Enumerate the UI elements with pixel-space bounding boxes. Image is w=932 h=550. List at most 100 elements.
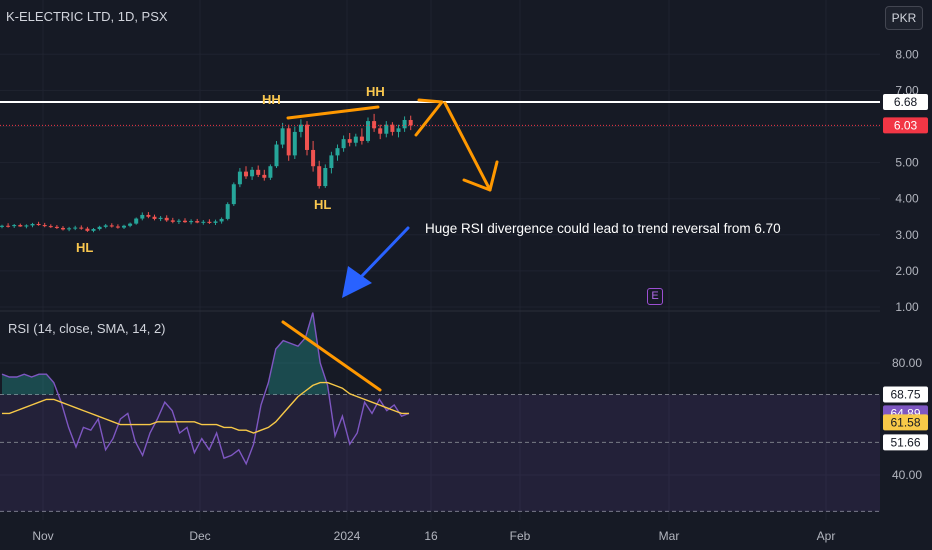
candle-body [122, 225, 126, 228]
rsi-divergence-line[interactable] [281, 320, 382, 392]
rsi-overbought-fill [2, 312, 328, 395]
candle-body [402, 120, 407, 129]
rsi-indicator-title[interactable]: RSI (14, close, SMA, 14, 2) [8, 321, 166, 336]
candle-body [366, 121, 370, 141]
time-tick-label: Nov [32, 529, 53, 543]
candle-body [24, 225, 29, 227]
candle-body [231, 184, 236, 205]
candles [0, 113, 413, 233]
candle-body [6, 225, 11, 227]
candle-body [30, 223, 35, 226]
candle-body [329, 155, 334, 169]
price-tick-label: 2.00 [895, 264, 919, 278]
candle-body [390, 124, 395, 132]
rsi-tick-label: 80.00 [892, 356, 922, 370]
candle-body [152, 216, 157, 219]
symbol-title[interactable]: K-ELECTRIC LTD, 1D, PSX [6, 9, 168, 24]
candle-body [103, 225, 108, 227]
candle-body [201, 221, 206, 223]
price-tick-label: 3.00 [895, 228, 919, 242]
price-axis [880, 0, 932, 550]
candle-body [195, 221, 200, 223]
price-tick-label: 1.00 [895, 300, 919, 314]
candle-body [378, 128, 383, 134]
candle-body [115, 226, 120, 228]
candle-body [256, 169, 261, 175]
currency-button[interactable]: PKR [885, 6, 923, 30]
candle-body [134, 218, 139, 224]
candle-body [396, 128, 401, 132]
candle-body [158, 217, 163, 219]
candle-body [225, 204, 230, 219]
candle-body [305, 124, 309, 150]
rsi-lower-badge: 51.66 [890, 435, 920, 449]
price-tick-label: 8.00 [895, 47, 919, 61]
candle-body [286, 128, 291, 156]
candle-body [317, 166, 322, 187]
pointer-arrow-shaft[interactable] [358, 226, 410, 280]
resistance-badge: 6.68 [894, 95, 918, 109]
candle-body [237, 171, 242, 185]
candle-body [359, 136, 364, 141]
candle-body [176, 220, 181, 222]
candle-body [384, 124, 389, 134]
rsi-band [0, 394, 880, 512]
candle-body [79, 227, 84, 229]
rsi-line [1, 312, 410, 466]
candle-body [372, 121, 377, 129]
last-price-badge-bg [883, 117, 928, 134]
rsi-ma-value-badge: 61.58 [890, 415, 920, 429]
candle-body [97, 226, 102, 230]
resistance-badge-bg [883, 93, 928, 110]
last-price-badge: 6.03 [894, 118, 918, 132]
label-hl-1[interactable]: HL [76, 240, 94, 255]
projection-arrow-down-head[interactable] [488, 160, 499, 192]
candle-body [250, 169, 255, 177]
rsi-upper-badge-bg [883, 386, 928, 403]
price-tick-label: 4.00 [895, 192, 919, 206]
candle-body [164, 217, 169, 221]
time-tick-label: 16 [424, 529, 438, 543]
candle-body [189, 221, 194, 223]
price-tick-label: 7.00 [895, 83, 919, 97]
projection-arrow-up[interactable] [414, 98, 444, 137]
candle-body [323, 168, 328, 187]
divergence-note[interactable]: Huge RSI divergence could lead to trend … [425, 221, 781, 236]
candle-body [73, 227, 78, 229]
candle-body [42, 225, 47, 227]
projection-arrow-down[interactable] [443, 101, 492, 192]
time-axis [0, 522, 932, 550]
rsi-tick-label: 40.00 [892, 468, 922, 482]
candle-body [280, 128, 285, 145]
time-tick-label: Dec [189, 529, 210, 543]
time-tick-label: Feb [510, 529, 531, 543]
hh-trendline[interactable] [286, 105, 380, 120]
candle-body [268, 166, 273, 178]
rsi-overbought-area [268, 312, 328, 395]
earnings-marker-icon[interactable]: E [647, 288, 663, 305]
pointer-arrow-head[interactable] [342, 266, 372, 298]
time-tick-label: Mar [659, 529, 680, 543]
label-hh-2[interactable]: HH [366, 84, 385, 99]
candle-body [311, 149, 316, 167]
label-hl-2[interactable]: HL [314, 197, 332, 212]
candle-body [18, 225, 23, 227]
candle-body [140, 214, 145, 219]
candle-body [67, 228, 72, 230]
candle-body [91, 229, 96, 231]
candle-body [61, 227, 65, 230]
candle-body [109, 225, 114, 227]
label-hh-1[interactable]: HH [262, 92, 281, 107]
rsi-upper-badge: 68.75 [890, 388, 920, 402]
candle-body [207, 221, 212, 223]
candle-body [298, 124, 303, 132]
candle-body [170, 220, 175, 222]
drawings [281, 98, 499, 392]
rsi-ma-value-badge-bg [883, 414, 928, 431]
candle-body [54, 226, 59, 228]
candle-body [183, 220, 187, 223]
price-tick-label: 5.00 [895, 156, 919, 170]
candle-body [48, 226, 53, 228]
